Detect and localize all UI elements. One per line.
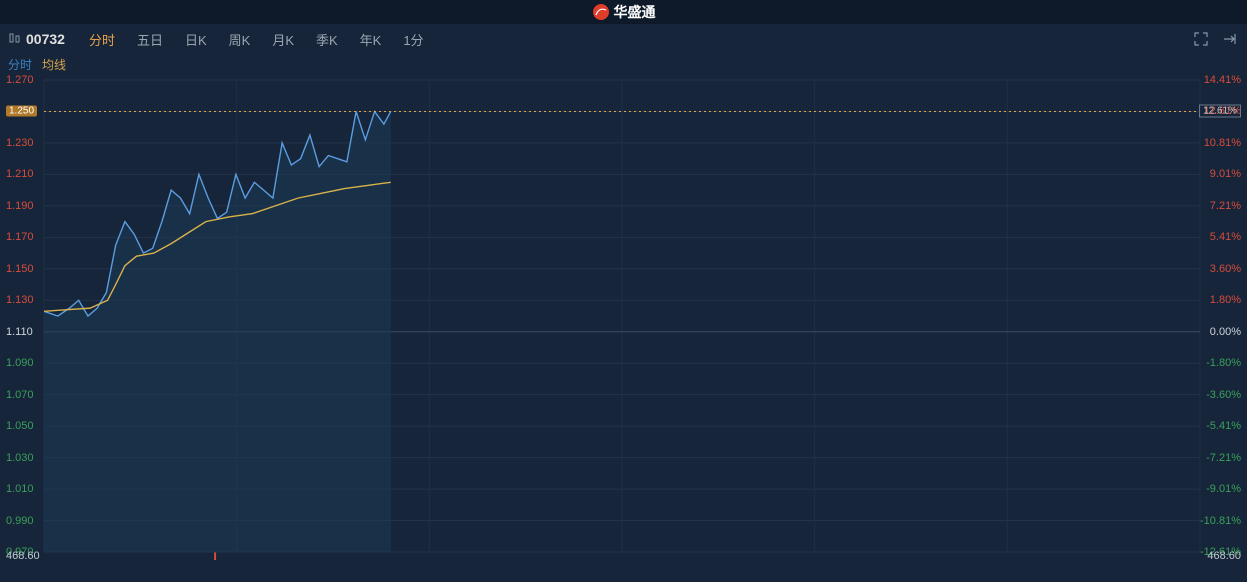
current-pct-label: 12.61% — [1199, 105, 1241, 118]
y-price-label: 1.170 — [6, 231, 34, 243]
brand-logo-icon — [592, 3, 610, 21]
tab-3[interactable]: 周K — [229, 30, 251, 49]
y-price-label: 1.270 — [6, 74, 34, 86]
y-price-label: 1.010 — [6, 483, 34, 495]
ticker-wrap[interactable]: 00732 — [8, 31, 65, 48]
y-pct-label: 3.60% — [1210, 263, 1241, 275]
y-price-label: 1.090 — [6, 357, 34, 369]
volume-label-left: 468.60 — [6, 550, 40, 562]
y-price-label: 1.130 — [6, 294, 34, 306]
nav-bar: 00732 分时 五日 日K 周K 月K 季K 年K 1分 — [0, 24, 1247, 54]
y-pct-label: 5.41% — [1210, 231, 1241, 243]
tab-5[interactable]: 季K — [316, 30, 338, 49]
tab-7[interactable]: 1分 — [403, 30, 423, 49]
current-price-label: 1.250 — [6, 106, 37, 117]
tab-4[interactable]: 月K — [272, 30, 294, 49]
candlestick-icon — [8, 31, 22, 48]
nav-right — [1193, 31, 1237, 47]
y-price-label: 1.050 — [6, 420, 34, 432]
y-pct-label: 7.21% — [1210, 200, 1241, 212]
y-pct-label: 1.80% — [1210, 294, 1241, 306]
subtab-intraday[interactable]: 分时 — [8, 56, 32, 73]
chart-mode-tabs: 分时 均线 — [0, 54, 1247, 74]
chart-area: 1.270 1.250 1.230 1.210 1.190 1.170 1.150 1.130… — [0, 74, 1247, 566]
volume-row: 468.60 468.60 — [0, 550, 1247, 564]
y-price-label: 1.190 — [6, 200, 34, 212]
y-pct-label: -5.41% — [1206, 420, 1241, 432]
tab-2[interactable]: 日K — [185, 30, 207, 49]
y-pct-label: 10.81% — [1204, 137, 1241, 149]
y-pct-label: -9.01% — [1206, 483, 1241, 495]
tab-6[interactable]: 年K — [360, 30, 382, 49]
collapse-icon[interactable] — [1221, 31, 1237, 47]
y-pct-label: -10.81% — [1200, 515, 1241, 527]
y-pct-label: -1.80% — [1206, 357, 1241, 369]
y-pct-label: -3.60% — [1206, 389, 1241, 401]
y-pct-label: 9.01% — [1210, 168, 1241, 180]
y-pct-label: 14.41% — [1204, 74, 1241, 86]
y-price-label: 1.150 — [6, 263, 34, 275]
y-price-label: 1.110 — [6, 326, 33, 338]
tab-1[interactable]: 五日 — [137, 30, 163, 49]
subtab-ma[interactable]: 均线 — [42, 56, 66, 73]
y-pct-label: 0.00% — [1210, 326, 1241, 338]
y-price-label: 1.210 — [6, 168, 34, 180]
fullscreen-icon[interactable] — [1193, 31, 1209, 47]
price-chart — [0, 74, 1247, 566]
y-price-label: 1.070 — [6, 389, 34, 401]
y-price-label: 1.230 — [6, 137, 34, 149]
y-price-label: 0.990 — [6, 515, 34, 527]
brand-name: 华盛通 — [614, 2, 656, 22]
tab-0[interactable]: 分时 — [89, 30, 115, 49]
y-pct-label: -7.21% — [1206, 452, 1241, 464]
ticker-code: 00732 — [26, 31, 65, 47]
brand-bar: 华盛通 — [0, 0, 1247, 24]
volume-label-right: 468.60 — [1207, 550, 1241, 562]
y-price-label: 1.030 — [6, 452, 34, 464]
timeframe-tabs: 分时 五日 日K 周K 月K 季K 年K 1分 — [89, 30, 424, 49]
